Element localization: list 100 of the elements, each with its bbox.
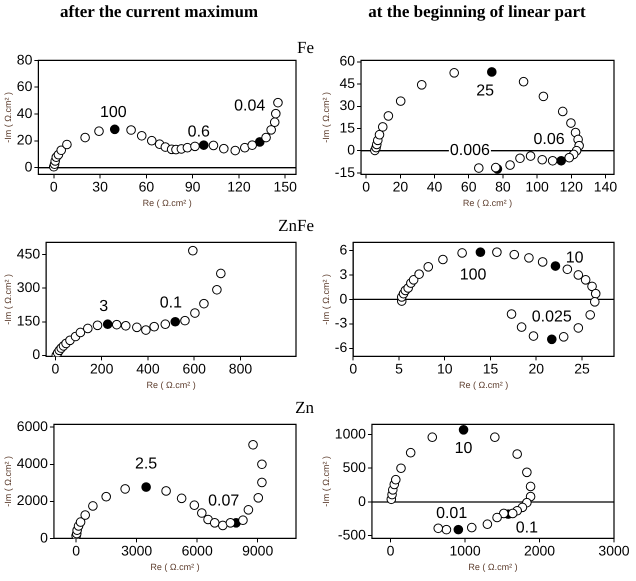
point — [160, 319, 170, 330]
y-axis-title: -Im ( Ω.cm² ) — [320, 92, 331, 143]
point — [457, 248, 467, 258]
point — [180, 316, 190, 326]
point — [212, 284, 222, 295]
y-tick-label: -15 — [334, 164, 356, 180]
point — [396, 96, 406, 106]
point — [492, 512, 502, 522]
point — [590, 297, 600, 307]
y-tick-label: 0 — [40, 529, 48, 546]
chart-title: at the beginning of linear part — [367, 2, 587, 22]
y-tick-label: -6 — [334, 339, 348, 356]
point — [190, 142, 200, 152]
x-tick-label: 150 — [274, 178, 298, 195]
y-tick-label: 20 — [16, 132, 33, 148]
point — [132, 322, 142, 332]
x-axis-title: Re ( Ω.cm² ) — [468, 562, 518, 572]
x-tick-label: 0 — [72, 542, 80, 559]
point — [416, 80, 427, 90]
point — [126, 125, 136, 135]
x-tick-label: 60 — [138, 178, 154, 195]
point — [492, 247, 502, 257]
y-tick-label: 0 — [347, 142, 356, 158]
point — [257, 459, 267, 470]
point — [427, 432, 438, 442]
point — [396, 463, 406, 474]
point — [498, 508, 509, 518]
x-tick-label: 20 — [528, 360, 544, 377]
annotation: 3 — [99, 298, 108, 316]
annotation: 100 — [460, 266, 487, 284]
point — [537, 154, 548, 165]
x-tick-label: 30 — [92, 178, 108, 195]
y-tick-label: 6000 — [16, 418, 48, 434]
point — [526, 151, 536, 161]
y-axis-title: -Im ( Ω.cm² ) — [2, 456, 13, 507]
x-tick-label: 100 — [525, 178, 549, 195]
point — [146, 136, 157, 146]
point — [506, 309, 516, 319]
y-tick-label: 15 — [339, 119, 356, 136]
point — [538, 92, 548, 102]
point — [94, 126, 104, 136]
y-tick-label: 60 — [339, 52, 356, 69]
point — [190, 500, 200, 510]
chart-subtitle: Fe — [297, 38, 314, 57]
point — [384, 111, 394, 121]
point — [120, 320, 131, 331]
point — [199, 298, 209, 308]
y-tick-label: 450 — [16, 246, 40, 262]
point — [508, 508, 518, 518]
point — [208, 140, 218, 150]
point — [56, 145, 66, 156]
point — [512, 449, 522, 459]
x-tick-label: 60 — [460, 178, 477, 195]
point — [558, 332, 568, 342]
x-tick-label: 20 — [392, 178, 408, 195]
point — [474, 163, 484, 173]
y-tick-label: -500 — [338, 526, 366, 543]
point — [528, 331, 538, 341]
point — [580, 275, 590, 285]
y-axis-title: -Im ( Ω.cm² ) — [2, 92, 13, 143]
point — [482, 519, 492, 530]
x-axis-title: Re ( Ω.cm² ) — [142, 198, 192, 208]
point — [176, 494, 186, 504]
point — [257, 478, 267, 488]
point — [454, 524, 464, 534]
point — [442, 524, 452, 534]
point — [92, 320, 102, 330]
point — [423, 262, 434, 272]
point — [248, 440, 258, 450]
point — [210, 518, 220, 528]
x-tick-label: 3000 — [121, 542, 152, 559]
x-tick-label: 25 — [574, 360, 590, 377]
annotation: 2.5 — [134, 456, 158, 473]
annotation: 0.6 — [188, 123, 210, 140]
x-axis-title: Re ( Ω.cm² ) — [459, 380, 508, 390]
annotation: 0.01 — [436, 504, 468, 522]
y-tick-label: 30 — [339, 97, 356, 114]
point — [564, 152, 574, 162]
point — [76, 328, 86, 338]
annotation: 25 — [476, 82, 494, 100]
x-tick-label: 3000 — [598, 542, 630, 559]
point — [88, 501, 98, 511]
point — [526, 482, 536, 492]
y-axis-title: -Im ( Ω.cm² ) — [320, 456, 331, 507]
x-tick-label: 140 — [594, 178, 618, 195]
y-tick-label: 500 — [342, 459, 366, 476]
x-tick-label: 200 — [90, 360, 114, 377]
point — [83, 324, 93, 334]
point — [270, 117, 280, 128]
y-tick-label: 1000 — [334, 425, 366, 442]
point — [509, 250, 520, 260]
annotation: 100 — [100, 104, 127, 122]
y-tick-label: 2000 — [16, 492, 48, 508]
chart-subtitle: Zn — [294, 398, 314, 418]
annotation: 10 — [566, 249, 584, 266]
annotation: 0.025 — [532, 308, 572, 326]
point — [136, 130, 147, 141]
annotation: 0.04 — [234, 97, 266, 114]
y-tick-label: 40 — [16, 104, 33, 121]
y-tick-label: 0 — [32, 346, 40, 362]
